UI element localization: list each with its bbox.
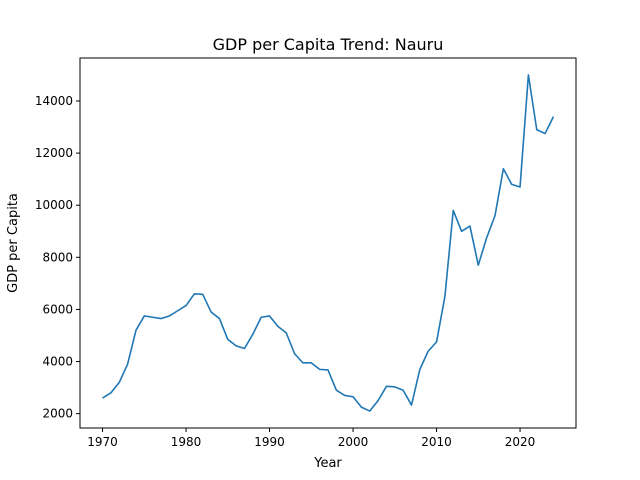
x-tick-label: 1970	[87, 435, 118, 449]
x-axis-ticks: 1970 1980 1990 2000 2010 2020	[87, 428, 535, 449]
y-axis-ticks: 2000 4000 6000 8000 10000 12000 14000	[35, 94, 80, 421]
y-tick-label: 12000	[35, 146, 73, 160]
y-tick-label: 6000	[42, 302, 73, 316]
series-line	[102, 74, 555, 412]
y-axis-label: GDP per Capita	[6, 193, 21, 293]
y-tick-label: 8000	[42, 250, 73, 264]
plot-area	[102, 74, 555, 412]
chart-title: GDP per Capita Trend: Nauru	[213, 35, 444, 54]
x-tick-label: 1980	[171, 435, 202, 449]
y-tick-label: 14000	[35, 94, 73, 108]
x-tick-label: 2000	[338, 435, 369, 449]
x-axis-label: Year	[313, 456, 342, 471]
y-tick-label: 4000	[42, 355, 73, 369]
plot-frame	[79, 57, 577, 429]
x-tick-label: 1990	[254, 435, 285, 449]
x-tick-label: 2010	[421, 435, 452, 449]
y-tick-label: 2000	[42, 407, 73, 421]
x-tick-label: 2020	[505, 435, 536, 449]
y-tick-label: 10000	[35, 198, 73, 212]
